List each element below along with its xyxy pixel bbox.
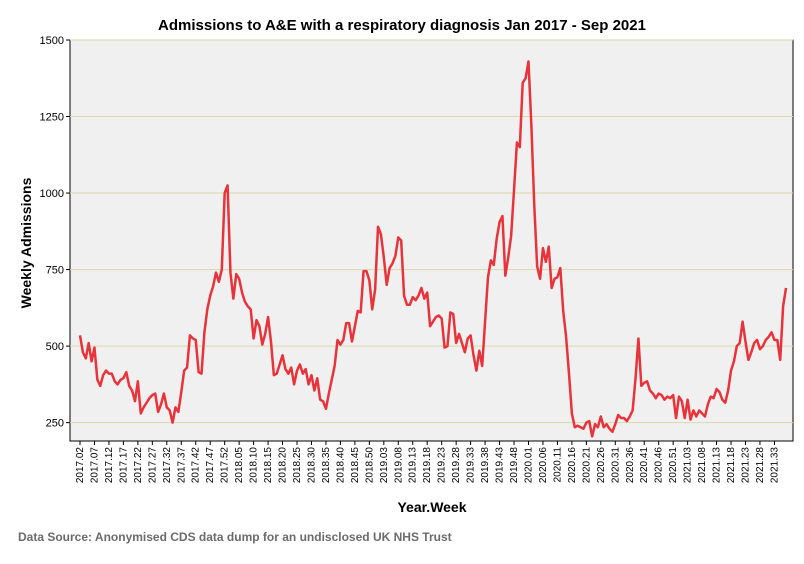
x-tick-label: 2019.03 (379, 447, 390, 484)
series-line (78, 60, 788, 438)
x-tick-label: 2020.36 (625, 447, 636, 484)
y-tick-label: 1250 (40, 112, 64, 124)
x-tick-label: 2017.47 (205, 447, 216, 484)
y-tick-label: 750 (46, 265, 64, 277)
y-axis-title: Weekly Admissions (18, 177, 34, 308)
x-tick-label: 2017.02 (75, 447, 86, 484)
y-axis: 250 500 750 1000 1250 1500 (40, 35, 70, 430)
x-tick-label: 2020.51 (668, 447, 679, 484)
x-tick-label: 2018.45 (350, 447, 361, 484)
x-tick-label: 2018.35 (321, 447, 332, 484)
x-axis: 2017.02 2017.07 2017.12 2017.17 2017.22 2017.… (75, 441, 780, 483)
x-tick-label: 2017.27 (147, 447, 158, 484)
x-tick-label: 2019.43 (495, 447, 506, 484)
x-tick-label: 2020.16 (567, 447, 578, 484)
x-tick-label: 2017.42 (191, 447, 202, 484)
y-tick-label: 1500 (40, 35, 64, 47)
chart-title: Admissions to A&E with a respiratory dia… (158, 17, 646, 34)
x-tick-label: 2017.22 (133, 447, 144, 484)
x-tick-label: 2017.12 (104, 447, 115, 484)
x-tick-label: 2019.18 (422, 447, 433, 484)
y-tick-label: 500 (46, 341, 64, 353)
x-axis-title: Year.Week (397, 499, 466, 515)
x-tick-label: 2020.31 (610, 447, 621, 484)
x-tick-label: 2021.03 (683, 447, 694, 484)
x-tick-label: 2018.25 (292, 447, 303, 484)
x-tick-label: 2020.46 (654, 447, 665, 484)
x-tick-label: 2019.08 (393, 447, 404, 484)
x-tick-label: 2018.30 (306, 447, 317, 484)
x-tick-label: 2018.10 (249, 447, 260, 484)
x-tick-label: 2021.13 (712, 447, 723, 484)
x-tick-label: 2017.32 (162, 447, 173, 484)
x-tick-label: 2020.21 (581, 447, 592, 484)
x-tick-label: 2019.13 (408, 447, 419, 484)
x-tick-label: 2019.23 (437, 447, 448, 484)
x-tick-label: 2020.26 (596, 447, 607, 484)
x-tick-label: 2021.08 (697, 447, 708, 484)
grid-lines (70, 39, 793, 424)
x-tick-label: 2020.41 (639, 447, 650, 484)
x-tick-label: 2018.50 (364, 447, 375, 484)
x-tick-label: 2017.52 (220, 447, 231, 484)
plot-area (69, 39, 794, 442)
y-tick-label: 250 (46, 418, 64, 430)
x-tick-label: 2017.07 (89, 447, 100, 484)
x-tick-label: 2020.01 (523, 447, 534, 484)
x-tick-label: 2021.18 (726, 447, 737, 484)
x-tick-label: 2020.06 (538, 447, 549, 484)
x-tick-label: 2019.33 (466, 447, 477, 484)
x-tick-label: 2018.05 (234, 447, 245, 484)
x-tick-label: 2017.37 (176, 447, 187, 484)
x-tick-label: 2018.20 (278, 447, 289, 484)
x-tick-label: 2018.15 (263, 447, 274, 484)
y-tick-label: 1000 (40, 188, 64, 200)
x-tick-label: 2021.23 (740, 447, 751, 484)
x-tick-label: 2021.28 (755, 447, 766, 484)
x-tick-label: 2019.48 (509, 447, 520, 484)
data-source-note: Data Source: Anonymised CDS data dump fo… (18, 530, 452, 544)
x-tick-label: 2019.28 (451, 447, 462, 484)
x-tick-label: 2020.11 (552, 447, 563, 483)
x-tick-label: 2018.40 (335, 447, 346, 484)
x-tick-label: 2021.33 (769, 447, 780, 484)
x-tick-label: 2017.17 (118, 447, 129, 484)
x-tick-label: 2019.38 (480, 447, 491, 484)
